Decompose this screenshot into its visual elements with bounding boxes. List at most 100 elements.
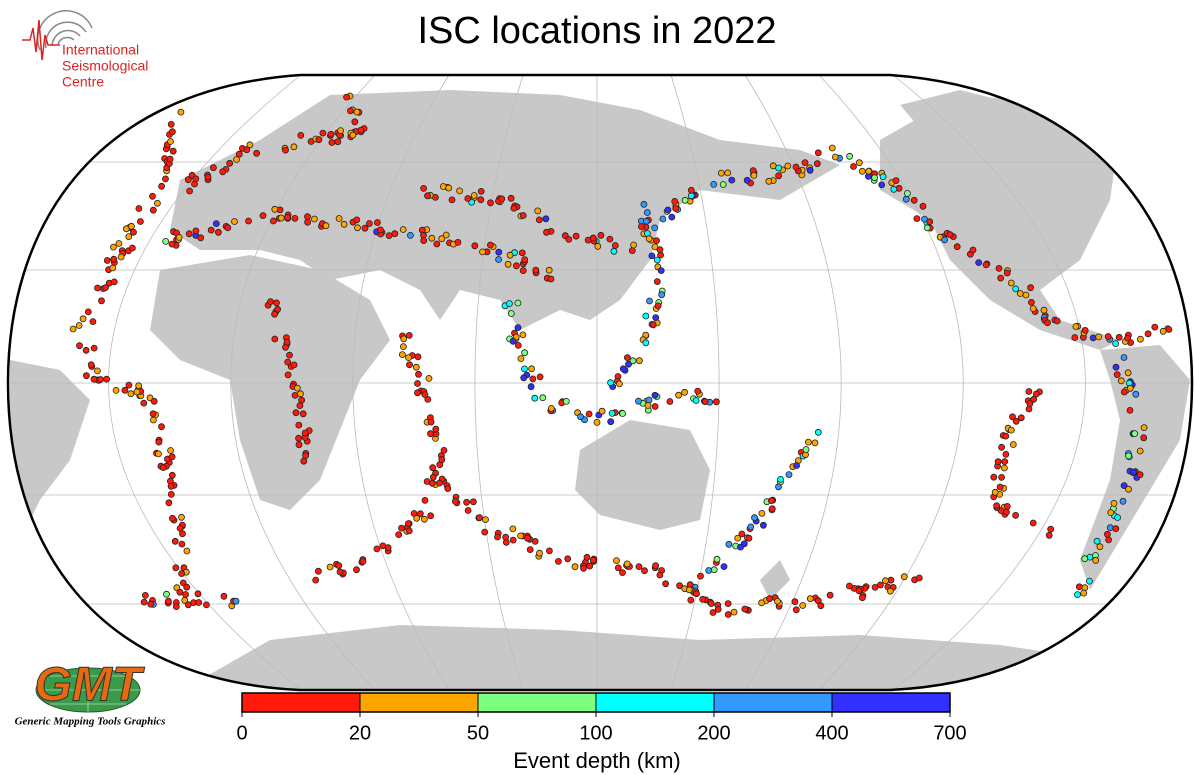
event-dot <box>1045 531 1053 539</box>
event-dot <box>913 215 921 223</box>
event-dot <box>542 215 550 223</box>
event-dot <box>442 231 450 239</box>
event-dot <box>921 215 928 223</box>
event-dot <box>253 149 261 157</box>
event-dot <box>149 206 157 214</box>
event-dot <box>184 176 192 184</box>
event-dot <box>648 252 656 260</box>
event-dot <box>464 507 472 514</box>
isc-logo: International Seismological Centre <box>22 10 148 90</box>
event-dot <box>1086 577 1093 585</box>
event-dot <box>606 235 614 243</box>
event-dot <box>1112 525 1120 533</box>
event-dot <box>1165 326 1173 333</box>
event-dot <box>641 567 648 575</box>
event-dot <box>224 224 232 232</box>
event-dot <box>440 446 448 454</box>
gmt-logo: GMT Generic Mapping Tools Graphics <box>15 658 166 727</box>
event-dot <box>1107 509 1115 516</box>
event-dot <box>524 534 531 542</box>
map <box>6 73 1194 692</box>
event-dot <box>642 312 650 320</box>
event-dot <box>429 473 437 481</box>
event-dot <box>1012 417 1020 425</box>
event-dot <box>720 563 728 570</box>
event-dot <box>625 360 632 368</box>
event-dot <box>300 457 308 465</box>
event-dot <box>598 407 606 415</box>
event-dot <box>707 600 715 607</box>
event-dot <box>337 127 345 135</box>
event-dot <box>404 520 412 527</box>
event-dot <box>185 230 193 238</box>
event-dot <box>743 176 751 184</box>
event-dot <box>191 180 198 188</box>
event-dot <box>1126 384 1134 392</box>
event-dot <box>273 299 280 307</box>
event-dot <box>121 386 129 394</box>
event-dot <box>1113 371 1121 379</box>
event-dot <box>168 514 176 522</box>
event-dot <box>103 257 111 264</box>
colorbar: 0 20 50 100 200 400 700 <box>236 692 967 744</box>
event-dot <box>902 195 910 203</box>
event-dot <box>982 261 990 269</box>
event-dot <box>425 374 433 382</box>
event-dot <box>76 342 83 350</box>
event-dot <box>910 196 918 204</box>
event-dot <box>110 243 117 251</box>
event-dot <box>1117 377 1125 385</box>
event-dot <box>768 505 776 513</box>
event-dot <box>413 514 421 522</box>
event-dot <box>1106 524 1114 532</box>
event-dot <box>785 471 793 479</box>
event-dot <box>514 341 522 349</box>
event-dot <box>652 314 660 322</box>
event-dot <box>1159 327 1167 335</box>
event-dot <box>299 410 307 418</box>
event-dot <box>517 532 524 540</box>
event-dot <box>178 513 185 521</box>
event-dot <box>828 144 836 152</box>
event-dot <box>400 335 408 343</box>
event-dot <box>427 430 434 438</box>
event-dot <box>297 131 305 139</box>
event-dot <box>349 131 357 139</box>
event-dot <box>127 390 135 398</box>
event-dot <box>817 602 825 610</box>
event-dot <box>539 394 547 402</box>
event-dot <box>687 596 695 604</box>
event-dot <box>900 573 908 581</box>
event-dot <box>1025 388 1033 395</box>
event-dot <box>319 129 327 137</box>
event-dot <box>675 391 682 399</box>
event-dot <box>510 204 518 212</box>
event-dot <box>730 608 738 616</box>
event-dot <box>613 557 620 564</box>
event-dot <box>1126 406 1134 414</box>
colorbar-label: Event depth (km) <box>513 748 681 773</box>
event-dot <box>433 240 441 248</box>
event-dot <box>165 499 173 507</box>
event-dot <box>1119 497 1127 505</box>
colorbar-segment <box>478 693 596 712</box>
event-dot <box>1002 432 1010 440</box>
event-dot <box>758 599 765 607</box>
event-dot <box>624 354 631 362</box>
event-dot <box>717 169 725 177</box>
event-dot <box>1110 499 1118 507</box>
event-dot <box>102 284 109 292</box>
event-dot <box>271 335 279 343</box>
event-dot <box>777 475 784 483</box>
event-dot <box>451 497 459 505</box>
event-dot <box>805 438 812 446</box>
event-dot <box>671 197 679 205</box>
event-dot <box>373 545 381 553</box>
event-dot <box>353 566 360 574</box>
event-dot <box>653 237 660 245</box>
event-dot <box>643 209 651 216</box>
event-dot <box>421 496 429 504</box>
meridian <box>352 75 450 690</box>
event-dot <box>1025 405 1033 413</box>
event-dot <box>177 108 185 116</box>
